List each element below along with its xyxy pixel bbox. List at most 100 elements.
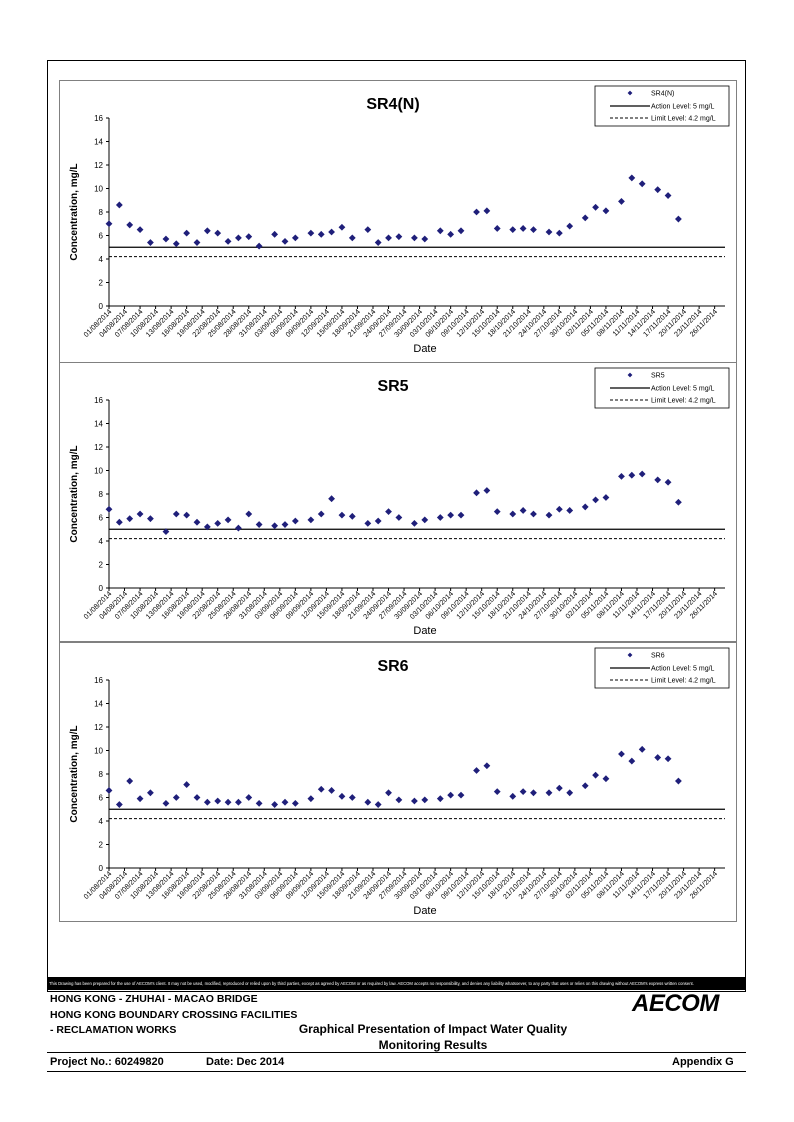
data-point — [457, 511, 465, 519]
data-point — [473, 767, 480, 774]
data-point — [473, 208, 480, 216]
data-point — [664, 192, 672, 199]
y-tick-label: 0 — [99, 302, 104, 311]
data-point — [328, 495, 335, 503]
data-point — [147, 515, 154, 523]
y-tick-label: 2 — [99, 279, 104, 288]
data-point — [602, 775, 610, 783]
project-number: Project No.: 60249820 — [50, 1056, 164, 1068]
data-point — [628, 174, 636, 182]
data-point — [348, 234, 356, 242]
data-point — [224, 516, 232, 524]
data-point — [618, 750, 625, 758]
data-point — [214, 797, 222, 805]
data-point — [281, 798, 289, 806]
data-point — [162, 799, 170, 807]
data-point — [436, 514, 444, 521]
data-point — [545, 511, 553, 519]
data-point — [509, 792, 517, 800]
y-tick-label: 6 — [99, 232, 104, 241]
data-point — [664, 755, 672, 763]
data-point — [555, 229, 563, 237]
data-point — [374, 239, 382, 246]
data-point — [255, 521, 263, 528]
data-point — [395, 514, 403, 521]
data-point — [628, 471, 636, 479]
y-tick-label: 14 — [94, 138, 103, 147]
data-point — [473, 489, 480, 497]
data-point — [105, 220, 113, 228]
data-point — [555, 505, 563, 513]
data-point — [126, 777, 134, 785]
y-tick-label: 4 — [99, 537, 104, 546]
y-tick-label: 8 — [99, 770, 104, 779]
data-point — [654, 754, 662, 761]
data-point — [338, 511, 346, 519]
data-point — [105, 505, 113, 513]
chart-title: SR4(N) — [366, 96, 419, 113]
data-point — [291, 234, 299, 242]
y-tick-label: 4 — [99, 255, 104, 264]
data-point — [395, 796, 403, 804]
data-point — [214, 519, 222, 527]
legend-marker-diamond — [627, 652, 633, 658]
data-point — [172, 240, 180, 248]
data-point — [255, 242, 263, 250]
data-point — [203, 523, 211, 531]
x-axis-label: Date — [413, 343, 436, 355]
y-tick-label: 10 — [94, 185, 103, 194]
chart-title: SR6 — [377, 658, 408, 675]
y-axis-label: Concentration, mg/L — [69, 163, 80, 260]
data-point — [602, 207, 610, 215]
y-tick-label: 8 — [99, 208, 104, 217]
data-point — [235, 798, 242, 806]
data-point — [214, 229, 222, 237]
data-point — [566, 222, 574, 230]
data-point — [115, 801, 123, 808]
data-point — [421, 235, 429, 243]
data-point — [245, 233, 253, 241]
data-point — [172, 510, 180, 518]
data-point — [136, 795, 144, 803]
data-point — [203, 227, 211, 235]
data-point — [483, 487, 491, 494]
data-point — [235, 524, 242, 532]
data-point — [581, 214, 589, 222]
y-tick-label: 16 — [94, 114, 103, 123]
data-point — [172, 794, 180, 801]
data-point — [447, 511, 455, 519]
data-point — [509, 226, 517, 234]
data-point — [447, 230, 455, 238]
data-point — [618, 472, 625, 480]
data-point — [307, 516, 315, 524]
data-point — [291, 799, 299, 807]
data-point — [271, 230, 279, 238]
data-point — [224, 798, 232, 806]
data-point — [126, 221, 134, 229]
project-line-1: HONG KONG - ZHUHAI - MACAO BRIDGE — [50, 993, 258, 1005]
data-point — [348, 512, 356, 520]
data-point — [457, 791, 465, 799]
data-point — [193, 794, 201, 801]
data-point — [255, 799, 263, 807]
data-point — [224, 237, 232, 245]
disclaimer-bar: This Drawing has been prepared for the u… — [47, 977, 746, 990]
data-point — [421, 516, 429, 524]
data-point — [638, 180, 646, 188]
y-tick-label: 16 — [94, 396, 103, 405]
data-point — [364, 798, 372, 806]
data-point — [581, 782, 589, 790]
data-point — [115, 518, 123, 526]
data-point — [281, 237, 289, 245]
data-point — [385, 508, 392, 516]
data-point — [245, 794, 253, 801]
data-point — [136, 226, 144, 234]
data-point — [519, 507, 527, 514]
y-axis-label: Concentration, mg/L — [69, 725, 80, 822]
project-line-2: HONG KONG BOUNDARY CROSSING FACILITIES — [50, 1009, 298, 1021]
y-axis-label: Concentration, mg/L — [69, 445, 80, 542]
data-point — [193, 518, 201, 526]
data-point — [411, 519, 418, 527]
data-point — [317, 785, 325, 793]
